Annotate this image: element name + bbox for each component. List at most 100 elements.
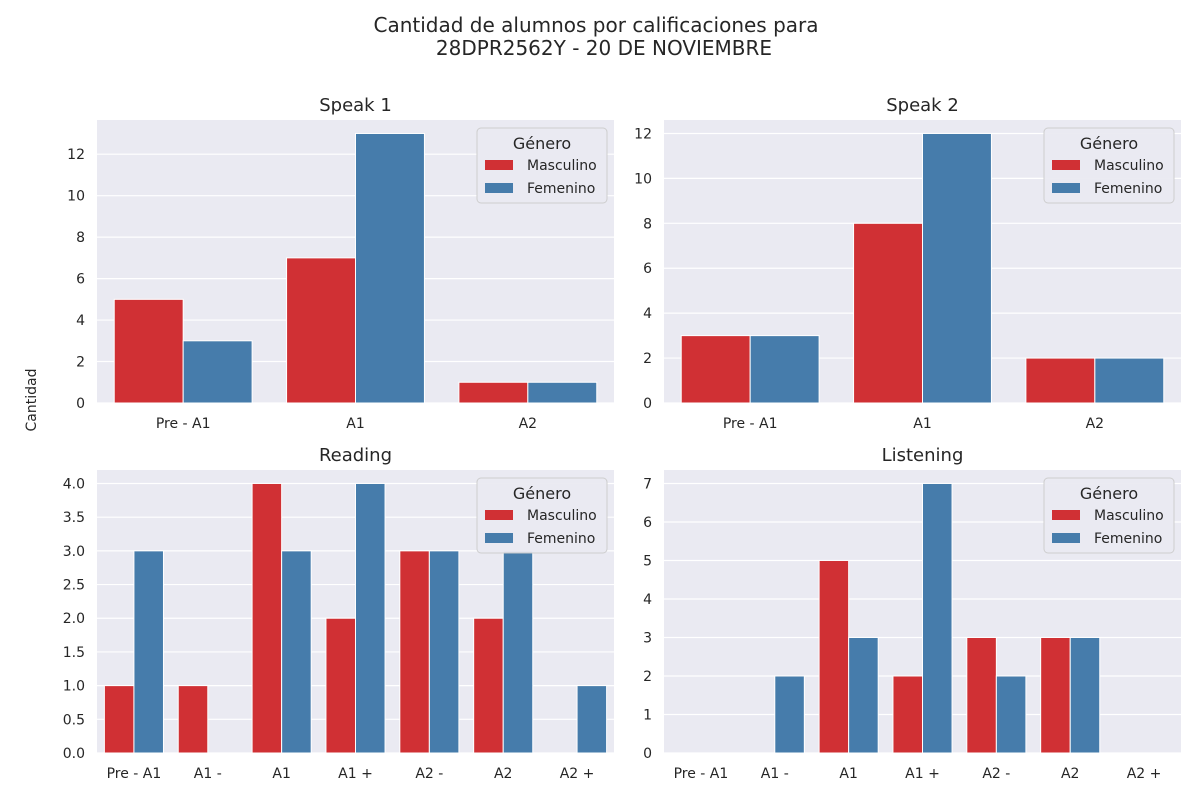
legend-label-femenino: Femenino [1094, 531, 1162, 547]
y-tick-label: 2 [643, 669, 652, 685]
x-tick-label: A2 - [415, 766, 443, 782]
legend-title: Género [1080, 134, 1138, 153]
bar-femenino [922, 482, 953, 754]
legend-swatch-femenino [1052, 533, 1080, 543]
legend: Género Masculino Femenino [1043, 127, 1175, 204]
bar-masculino [853, 222, 923, 404]
x-tick-label: A2 [1086, 416, 1104, 432]
legend-swatch-masculino [1052, 510, 1080, 520]
y-tick-label: 2.5 [63, 578, 85, 594]
x-tick-label: Pre - A1 [674, 766, 729, 782]
legend: Género Masculino Femenino [476, 477, 608, 554]
legend-label-masculino: Masculino [1094, 508, 1164, 524]
bar-masculino [818, 559, 850, 754]
bar-masculino [103, 685, 135, 754]
y-tick-label: 1 [643, 707, 652, 723]
legend-label-femenino: Femenino [527, 531, 595, 547]
x-tick-label: A2 [494, 766, 512, 782]
bar-femenino [133, 550, 164, 754]
legend-swatch-femenino [1052, 183, 1080, 193]
legend-swatch-masculino [485, 160, 513, 170]
legend-swatch-masculino [1052, 160, 1080, 170]
x-tick-label: A2 - [982, 766, 1010, 782]
y-tick-label: 4.0 [63, 476, 85, 492]
y-tick-label: 2.0 [63, 611, 85, 627]
x-tick-label: A1 + [905, 766, 940, 782]
bar-femenino [502, 550, 534, 754]
bar-masculino [473, 617, 504, 754]
subplot-4: 0 1 2 3 4 5 6 7 Pre - A1 A1 - A1 A1 + A2 - A2 A2 + List… [643, 445, 1181, 782]
y-tick-label: 6 [643, 261, 652, 277]
y-tick-label: 4 [643, 306, 652, 322]
y-tick-label: 2 [643, 351, 652, 367]
y-tick-label: 4 [643, 592, 652, 608]
x-tick-label: Pre - A1 [723, 416, 778, 432]
y-tick-label: 3 [643, 630, 652, 646]
bar-masculino [458, 381, 529, 404]
x-tick-label: A1 [272, 766, 290, 782]
y-tick-label: 1.5 [63, 645, 85, 661]
bar-masculino [177, 685, 209, 754]
legend-title: Género [513, 134, 571, 153]
bar-femenino [428, 550, 460, 754]
x-tick-label: A1 - [194, 766, 222, 782]
legend-swatch-femenino [485, 183, 513, 193]
y-tick-label: 6 [643, 515, 652, 531]
subplot-1: 0 2 4 6 8 10 12 Pre - A1 A1 A2 Speak 1 Género Mascul… [67, 95, 614, 432]
x-tick-label: A1 [839, 766, 857, 782]
y-tick-label: 10 [67, 189, 85, 205]
bar-masculino [399, 550, 430, 754]
legend-label-masculino: Masculino [527, 158, 597, 174]
x-tick-label: A2 [519, 416, 537, 432]
bar-masculino [892, 675, 924, 754]
y-tick-label: 5 [643, 553, 652, 569]
bar-masculino [1025, 357, 1096, 404]
x-tick-label: A1 [346, 416, 364, 432]
bar-femenino [848, 636, 879, 754]
x-tick-label: A1 + [338, 766, 373, 782]
subplot-title: Reading [319, 445, 392, 466]
y-tick-label: 10 [634, 171, 652, 187]
legend-label-masculino: Masculino [1094, 158, 1164, 174]
subplot-title: Speak 2 [886, 95, 959, 116]
bar-femenino [182, 340, 253, 404]
y-tick-label: 0 [643, 396, 652, 412]
y-tick-label: 3.0 [63, 544, 85, 560]
bar-femenino [749, 335, 820, 404]
x-tick-label: A1 [913, 416, 931, 432]
legend-label-femenino: Femenino [1094, 181, 1162, 197]
x-tick-label: A2 [1061, 766, 1079, 782]
bar-femenino [995, 675, 1027, 754]
x-tick-label: A2 + [560, 766, 595, 782]
subplot-title: Speak 1 [319, 95, 392, 116]
legend-label-masculino: Masculino [527, 508, 597, 524]
y-tick-label: 12 [67, 147, 85, 163]
y-tick-label: 0.5 [63, 712, 85, 728]
y-tick-label: 3.5 [63, 510, 85, 526]
figure-title-line-2: 28DPR2562Y - 20 DE NOVIEMBRE [436, 36, 772, 60]
bar-femenino [576, 685, 608, 754]
y-tick-label: 1.0 [63, 679, 85, 695]
legend-title: Género [1080, 484, 1138, 503]
bar-femenino [355, 132, 425, 404]
y-tick-label: 8 [76, 230, 85, 246]
bar-masculino [286, 257, 357, 404]
y-tick-label: 0 [76, 396, 85, 412]
shared-y-axis-label: Cantidad [24, 369, 40, 432]
bar-femenino [774, 675, 805, 754]
y-tick-label: 8 [643, 216, 652, 232]
bar-masculino [325, 617, 357, 754]
bar-femenino [355, 482, 386, 754]
subplot-title: Listening [882, 445, 964, 466]
y-tick-label: 6 [76, 272, 85, 288]
legend-label-femenino: Femenino [527, 181, 595, 197]
y-tick-label: 4 [76, 313, 85, 329]
y-tick-label: 12 [634, 126, 652, 142]
legend: Género Masculino Femenino [1043, 477, 1175, 554]
bar-masculino [113, 298, 184, 404]
bar-masculino [680, 335, 751, 404]
bar-masculino [251, 482, 283, 754]
x-tick-label: Pre - A1 [156, 416, 211, 432]
bar-femenino [1094, 357, 1165, 404]
